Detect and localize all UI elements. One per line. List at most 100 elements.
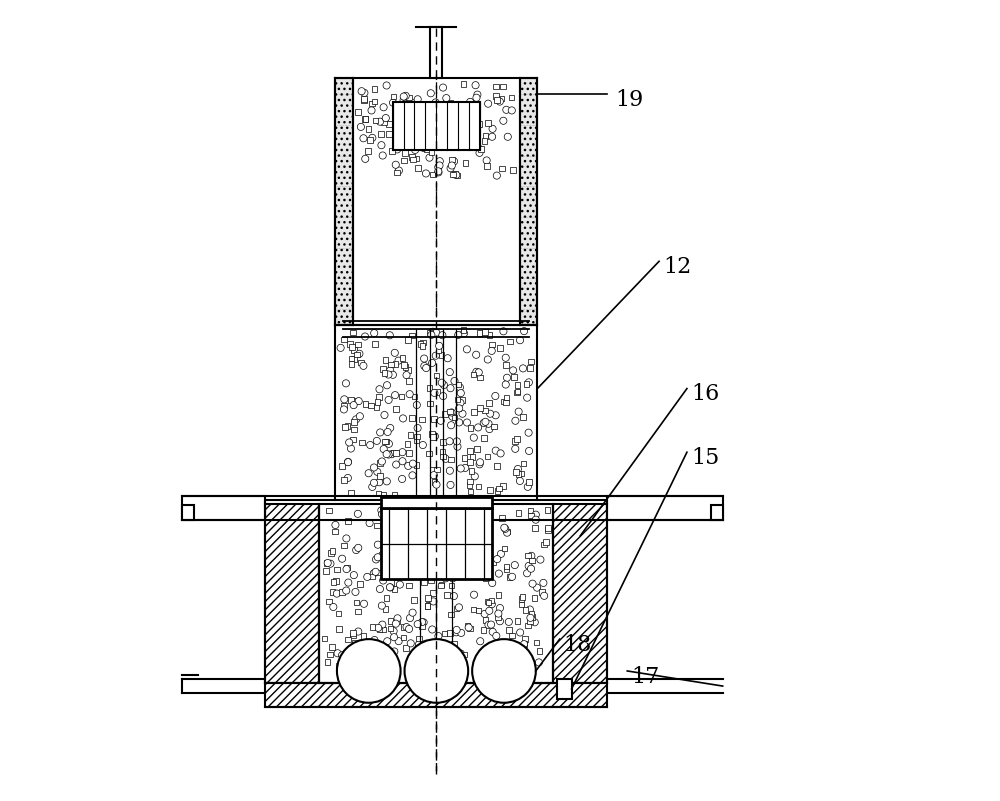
Circle shape — [368, 107, 375, 114]
Circle shape — [399, 415, 407, 422]
Circle shape — [436, 342, 443, 349]
Circle shape — [474, 91, 481, 99]
Bar — [440, 121, 446, 127]
Bar — [354, 352, 360, 357]
Circle shape — [430, 598, 437, 605]
Circle shape — [445, 523, 452, 530]
Bar — [468, 489, 473, 494]
Bar — [494, 463, 500, 469]
Bar — [182, 496, 265, 520]
Bar — [419, 417, 425, 422]
Circle shape — [344, 459, 352, 465]
Bar — [380, 626, 386, 632]
Circle shape — [446, 467, 453, 474]
Bar — [359, 440, 365, 445]
Bar — [325, 659, 330, 665]
Circle shape — [453, 438, 460, 445]
Bar — [351, 426, 357, 432]
Circle shape — [537, 556, 544, 563]
Circle shape — [525, 562, 532, 570]
Circle shape — [489, 133, 496, 140]
Bar — [509, 95, 514, 100]
Circle shape — [470, 591, 478, 598]
Bar — [423, 658, 429, 663]
Circle shape — [371, 637, 378, 644]
Circle shape — [409, 460, 416, 467]
Circle shape — [330, 603, 337, 610]
Bar — [476, 121, 482, 127]
Circle shape — [507, 658, 514, 666]
Bar — [420, 343, 425, 348]
Bar — [409, 416, 415, 421]
Circle shape — [489, 125, 496, 132]
Text: 15: 15 — [691, 447, 719, 469]
Circle shape — [437, 565, 444, 572]
Circle shape — [378, 142, 385, 149]
Circle shape — [366, 661, 374, 668]
Bar — [360, 641, 366, 646]
Bar — [448, 612, 454, 618]
Circle shape — [387, 584, 394, 591]
Bar — [403, 364, 408, 370]
Circle shape — [446, 368, 453, 376]
Circle shape — [415, 660, 423, 667]
Bar — [405, 367, 411, 372]
Bar — [349, 361, 354, 367]
Circle shape — [376, 644, 383, 651]
Bar — [383, 545, 388, 551]
Bar — [481, 627, 486, 633]
Circle shape — [446, 437, 453, 445]
Bar — [440, 453, 446, 459]
Circle shape — [420, 144, 427, 151]
Bar — [476, 484, 481, 489]
Circle shape — [385, 441, 392, 448]
Circle shape — [492, 392, 499, 400]
Circle shape — [391, 508, 398, 515]
Circle shape — [477, 638, 484, 645]
Circle shape — [456, 572, 463, 579]
Circle shape — [475, 368, 482, 376]
Bar — [514, 390, 520, 396]
Bar — [520, 594, 525, 600]
Circle shape — [399, 457, 406, 465]
Circle shape — [400, 93, 407, 100]
Circle shape — [355, 397, 362, 405]
Circle shape — [370, 479, 378, 486]
Bar — [446, 139, 451, 144]
Bar — [355, 341, 361, 347]
Circle shape — [370, 464, 378, 471]
Bar — [545, 525, 551, 531]
Circle shape — [488, 348, 495, 355]
Circle shape — [515, 408, 522, 415]
Bar — [414, 437, 419, 443]
Circle shape — [350, 572, 357, 578]
Bar — [470, 454, 475, 460]
Bar — [439, 141, 445, 147]
Circle shape — [355, 545, 362, 551]
Bar — [485, 598, 491, 604]
Bar — [466, 512, 471, 517]
Bar — [516, 510, 521, 516]
Bar — [391, 450, 397, 456]
Circle shape — [426, 154, 433, 161]
Bar — [354, 600, 359, 606]
Bar — [447, 630, 453, 636]
Bar — [329, 644, 335, 650]
Circle shape — [515, 646, 522, 654]
Circle shape — [458, 630, 465, 637]
Circle shape — [463, 419, 471, 426]
Circle shape — [497, 550, 505, 557]
Circle shape — [451, 377, 458, 384]
Circle shape — [392, 161, 399, 168]
Bar — [457, 104, 463, 110]
Bar — [515, 382, 520, 388]
Bar — [440, 449, 445, 455]
Circle shape — [440, 392, 447, 400]
Circle shape — [379, 152, 386, 159]
Bar — [363, 401, 368, 407]
Bar — [406, 95, 412, 100]
Circle shape — [496, 98, 503, 105]
Bar — [504, 564, 509, 569]
Circle shape — [434, 570, 441, 577]
Bar — [514, 643, 519, 649]
